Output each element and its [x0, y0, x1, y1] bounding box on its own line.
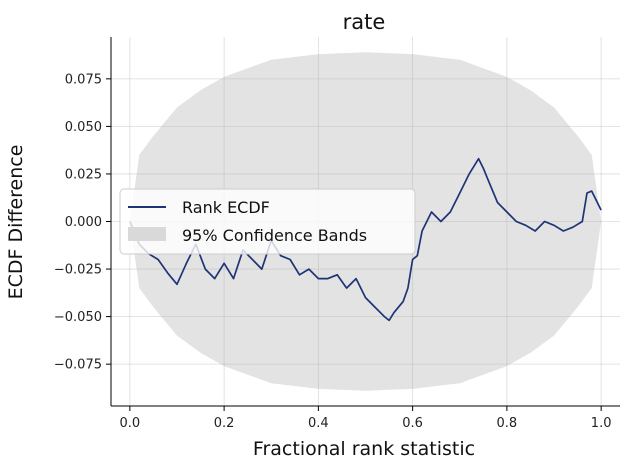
legend: Rank ECDF 95% Confidence Bands: [119, 188, 416, 255]
x-tick-label: 0.0: [120, 416, 141, 431]
legend-box: [119, 188, 416, 255]
chart-title: rate: [343, 10, 386, 34]
legend-band-swatch: [128, 227, 166, 241]
x-axis-label: Fractional rank statistic: [253, 438, 475, 460]
y-tick-label: −0.025: [54, 263, 102, 278]
x-tick-label: 0.6: [402, 416, 423, 431]
legend-label-rank-ecdf: Rank ECDF: [182, 198, 270, 217]
y-tick-label: 0.025: [65, 167, 102, 182]
y-tick-label: 0.000: [65, 215, 102, 230]
x-tick-label: 1.0: [591, 416, 612, 431]
x-tick-label: 0.4: [308, 416, 329, 431]
rank-ecdf-layer: [129, 157, 602, 322]
tick-layer: 0.0 0.2 0.4 0.6 0.8 1.0 −0.075 −0.050 −0.025 0.00…: [54, 72, 612, 431]
rank-ecdf-line: [129, 157, 602, 322]
y-tick-label: 0.075: [65, 72, 102, 87]
legend-label-confidence-bands: 95% Confidence Bands: [182, 226, 367, 245]
y-axis-label: ECDF Difference: [5, 145, 27, 300]
y-tick-label: −0.050: [54, 310, 102, 325]
x-tick-label: 0.8: [497, 416, 518, 431]
y-tick-label: 0.050: [65, 120, 102, 135]
y-tick-label: −0.075: [54, 358, 102, 373]
x-tick-label: 0.2: [214, 416, 235, 431]
